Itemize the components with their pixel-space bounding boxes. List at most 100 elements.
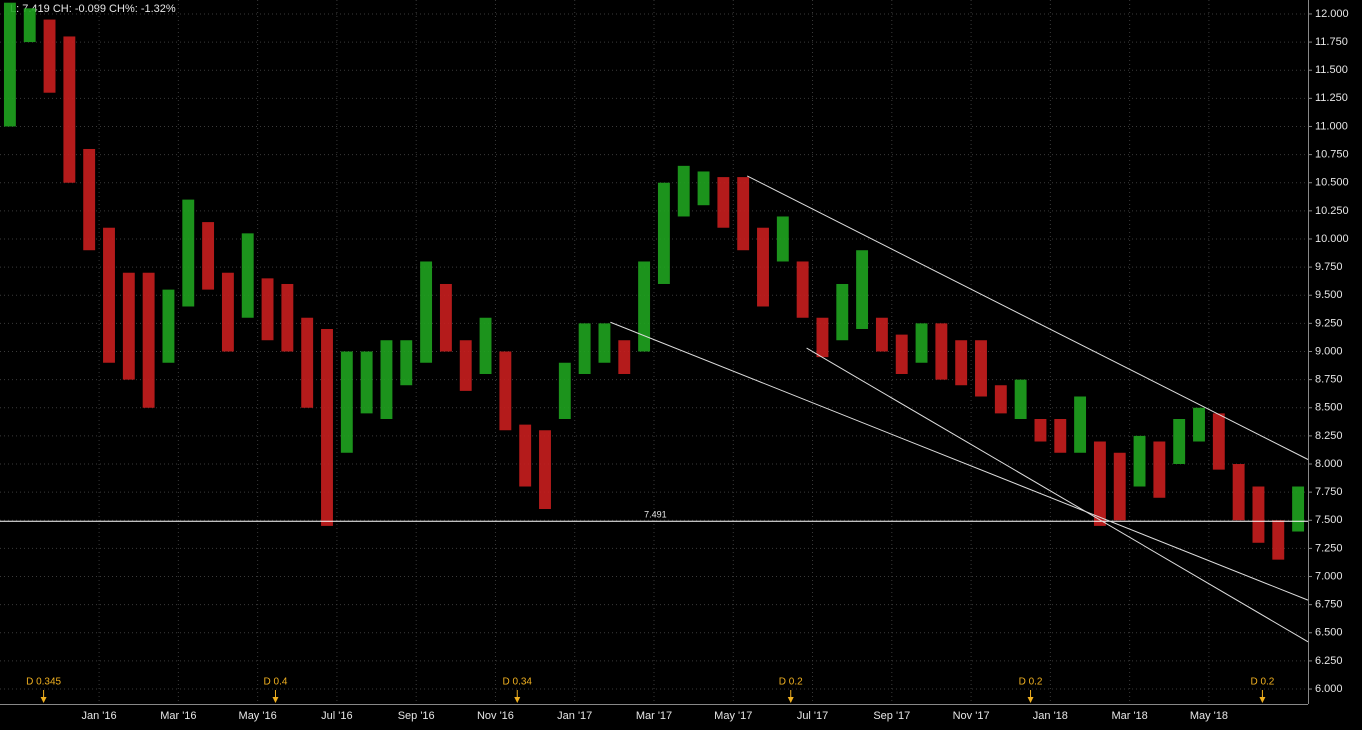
y-tick-label: 9.000 (1315, 345, 1343, 357)
x-tick-label: Mar '18 (1111, 710, 1147, 722)
y-tick-label: 7.250 (1315, 542, 1343, 554)
price-bar (3, 2, 16, 127)
price-bar (895, 334, 908, 374)
trend-line (746, 175, 1309, 460)
price-bar (380, 340, 393, 420)
y-tick-label: 6.000 (1315, 683, 1343, 695)
price-bar (1173, 419, 1186, 465)
price-bar (776, 216, 789, 262)
y-tick-label: 7.750 (1315, 486, 1343, 498)
price-bar (439, 283, 452, 352)
price-bar (558, 362, 571, 420)
dividend-label: D 0.34 (503, 677, 533, 688)
trend-line (610, 321, 1309, 601)
price-bar (162, 289, 175, 363)
x-tick-label: Jul '16 (321, 710, 352, 722)
dividend-arrow (272, 697, 279, 703)
price-bar (142, 272, 155, 408)
price-bar (1292, 486, 1305, 532)
y-tick-label: 8.000 (1315, 458, 1343, 470)
price-bar (816, 317, 829, 358)
price-bar (955, 340, 968, 386)
x-tick-label: Jul '17 (797, 710, 828, 722)
dividend-arrow (1259, 697, 1266, 703)
price-bar (122, 272, 135, 380)
price-bar (241, 233, 254, 318)
price-bar (202, 222, 215, 290)
y-tick-label: 6.250 (1315, 655, 1343, 667)
price-bar (221, 272, 234, 352)
x-tick-label: Jan '17 (557, 710, 592, 722)
price-bar (1193, 407, 1205, 442)
price-bar (420, 261, 433, 363)
price-bar (459, 340, 472, 391)
y-tick-label: 10.750 (1315, 149, 1349, 161)
x-tick-label: May '16 (239, 710, 277, 722)
y-tick-label: 6.750 (1315, 599, 1343, 611)
y-tick-label: 9.250 (1315, 317, 1343, 329)
price-bar (1054, 419, 1067, 453)
y-tick-label: 10.250 (1315, 205, 1349, 217)
price-bar (1212, 413, 1225, 470)
y-tick-label: 8.500 (1315, 402, 1343, 414)
dividend-arrow (1027, 697, 1034, 703)
price-bar (1014, 379, 1027, 420)
x-tick-label: May '18 (1190, 710, 1228, 722)
price-bar (975, 340, 987, 397)
y-tick-label: 11.250 (1315, 92, 1348, 104)
price-bar (915, 323, 928, 363)
price-bar (539, 430, 551, 510)
price-bar (301, 317, 314, 408)
y-tick-label: 7.500 (1315, 514, 1343, 526)
x-tick-label: Nov '17 (953, 710, 990, 722)
price-bar (1093, 441, 1106, 526)
y-tick-label: 9.500 (1315, 289, 1343, 301)
support-label: 7.491 (644, 510, 667, 520)
y-tick-label: 9.750 (1315, 261, 1343, 273)
price-bar (836, 283, 849, 341)
price-bar (1232, 464, 1245, 521)
price-bar (935, 323, 948, 380)
price-bar (598, 323, 611, 363)
price-bar (578, 323, 591, 374)
x-tick-label: Mar '17 (636, 710, 672, 722)
dividend-arrow (40, 697, 47, 703)
x-tick-label: Mar '16 (160, 710, 196, 722)
price-bar (1034, 419, 1047, 442)
price-bar (499, 351, 512, 431)
price-bar (1074, 396, 1087, 453)
dividend-label: D 0.2 (1019, 677, 1043, 688)
price-bar (657, 182, 670, 284)
price-bar (757, 227, 769, 307)
trend-line (806, 347, 1309, 643)
price-bar (321, 328, 333, 526)
price-bar (875, 317, 888, 352)
price-bar (1252, 486, 1265, 543)
price-bar (717, 177, 730, 228)
dividend-arrow (787, 697, 794, 703)
price-bar (618, 340, 631, 374)
price-bar (638, 261, 651, 352)
price-bar (43, 19, 56, 93)
price-bar (737, 177, 750, 251)
dividend-label: D 0.4 (264, 677, 288, 688)
price-bar (63, 36, 76, 183)
y-tick-label: 11.500 (1315, 64, 1348, 76)
y-tick-label: 11.750 (1315, 36, 1348, 48)
price-bar (1153, 441, 1166, 498)
y-tick-label: 11.000 (1315, 120, 1348, 132)
price-bar (697, 171, 710, 206)
price-bar (23, 8, 36, 43)
y-tick-label: 10.000 (1315, 233, 1349, 245)
price-bar (182, 199, 195, 307)
price-bar (1272, 520, 1285, 560)
x-tick-label: Sep '16 (398, 710, 435, 722)
y-tick-label: 10.500 (1315, 177, 1349, 189)
price-bar (1133, 435, 1146, 487)
price-bar (856, 250, 869, 329)
price-bar (677, 165, 690, 217)
price-bar (796, 261, 809, 318)
